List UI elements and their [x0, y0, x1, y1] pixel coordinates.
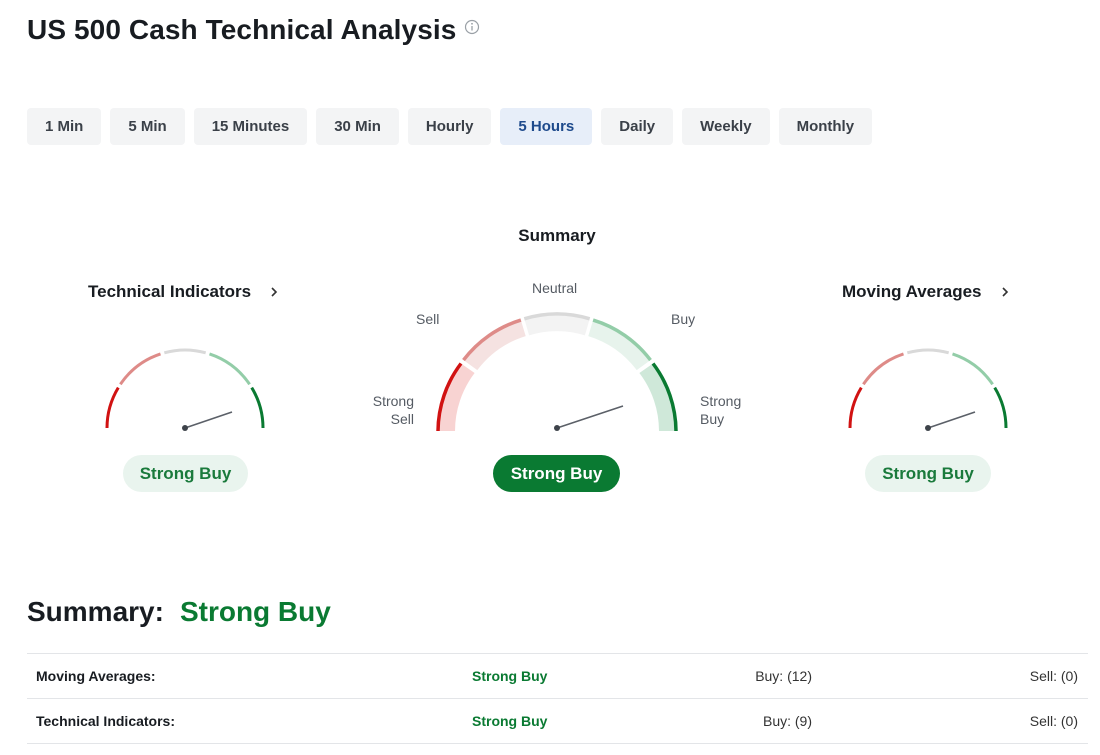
- gauge-label-strong-sell: Strong Sell: [372, 393, 414, 427]
- summary-gauge-title: Summary: [518, 226, 596, 245]
- gauge-needle: [556, 405, 624, 429]
- page-header: US 500 Cash Technical Analysis: [27, 14, 480, 46]
- moving-averages-gauge: [848, 348, 1008, 431]
- tab-daily[interactable]: Daily: [601, 108, 674, 145]
- gauge-label-sell: Sell: [416, 311, 440, 327]
- table-row: Moving Averages: Strong Buy Buy: (12) Se…: [27, 654, 1088, 699]
- chevron-right-icon: [1001, 287, 1008, 297]
- moving-averages-header[interactable]: Moving Averages: [842, 282, 1010, 302]
- row-rating: Strong Buy: [472, 713, 548, 729]
- gauge-needle: [184, 411, 233, 429]
- row-rating: Strong Buy: [472, 668, 548, 684]
- row-buy-count: Buy: (12): [755, 668, 812, 684]
- moving-averages-title: Moving Averages: [842, 282, 982, 301]
- summary-heading: Summary: Strong Buy: [27, 596, 331, 628]
- chevron-right-icon: [271, 287, 278, 297]
- tab-hourly[interactable]: Hourly: [407, 108, 492, 145]
- gauge-label-strong-buy: Strong Buy: [700, 393, 742, 427]
- summary-table: Moving Averages: Strong Buy Buy: (12) Se…: [27, 653, 1088, 744]
- summary-rating-pill: Strong Buy: [493, 455, 620, 492]
- page-title: US 500 Cash Technical Analysis: [27, 14, 457, 45]
- timeframe-tabs: 1 Min 5 Min 15 Minutes 30 Min Hourly 5 H…: [27, 108, 873, 145]
- tab-5-min[interactable]: 5 Min: [110, 108, 185, 145]
- gauge-label-buy: Buy: [671, 311, 696, 327]
- moving-averages-rating-pill: Strong Buy: [865, 455, 991, 492]
- tab-monthly[interactable]: Monthly: [778, 108, 873, 145]
- gauge-label-neutral: Neutral: [532, 280, 578, 296]
- summary-gauge: [436, 312, 678, 432]
- info-icon[interactable]: [464, 19, 480, 35]
- tab-weekly[interactable]: Weekly: [682, 108, 770, 145]
- tab-30-min[interactable]: 30 Min: [316, 108, 399, 145]
- technical-indicators-gauge: [105, 348, 265, 431]
- summary-heading-value: Strong Buy: [179, 596, 331, 627]
- row-sell-count: Sell: (0): [1029, 668, 1078, 684]
- tab-15-minutes[interactable]: 15 Minutes: [193, 108, 308, 145]
- row-sell-count: Sell: (0): [1029, 713, 1078, 729]
- table-row: Technical Indicators: Strong Buy Buy: (9…: [27, 699, 1088, 744]
- gauge-needle: [927, 411, 976, 429]
- technical-indicators-title: Technical Indicators: [88, 282, 252, 301]
- row-name: Technical Indicators:: [36, 713, 175, 729]
- technical-indicators-rating-pill: Strong Buy: [123, 455, 248, 492]
- technical-indicators-header[interactable]: Technical Indicators: [88, 282, 279, 302]
- row-buy-count: Buy: (9): [762, 713, 812, 729]
- tab-5-hours[interactable]: 5 Hours: [500, 108, 593, 145]
- row-name: Moving Averages:: [36, 668, 156, 684]
- summary-heading-label: Summary:: [27, 596, 164, 627]
- tab-1-min[interactable]: 1 Min: [27, 108, 102, 145]
